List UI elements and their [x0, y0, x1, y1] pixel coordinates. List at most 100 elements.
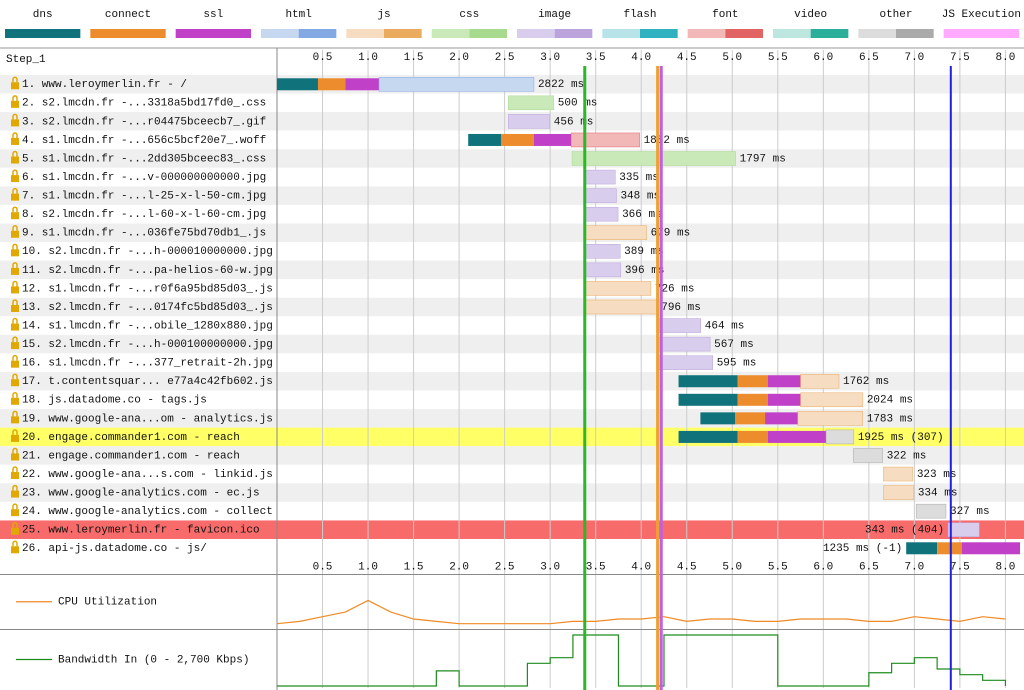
lock-icon — [11, 527, 19, 535]
bar-connect — [735, 412, 766, 425]
lock-shackle — [12, 447, 18, 454]
row-label: 4. s1.lmcdn.fr -...656c5bcf20e7_.woff — [22, 135, 266, 147]
lock-icon — [11, 305, 19, 312]
x-tick-label: 7.0 — [904, 561, 924, 573]
bar-ssl — [767, 375, 801, 388]
bar-dns — [678, 430, 738, 443]
legend-swatch — [858, 29, 896, 38]
lock-shackle — [12, 336, 18, 343]
lock-shackle — [12, 169, 18, 176]
row-background — [0, 223, 1024, 243]
request-bar — [800, 373, 840, 389]
graph-line — [276, 599, 1006, 625]
lock-shackle — [12, 76, 18, 83]
x-tick-label: 3.0 — [540, 52, 560, 64]
x-tick-label: 5.0 — [722, 52, 742, 64]
legend-swatch — [261, 29, 299, 38]
legend-label: video — [794, 9, 827, 21]
request-bar — [797, 411, 863, 426]
legend-label: dns — [33, 9, 53, 21]
lock-shackle — [12, 410, 18, 417]
legend-label: js — [377, 9, 390, 21]
row-background — [0, 279, 1024, 298]
graph-label: CPU Utilization — [58, 597, 157, 609]
request-bar — [584, 281, 652, 296]
x-tick-label: 4.0 — [631, 52, 651, 64]
legend-swatch — [810, 29, 849, 38]
lock-icon — [11, 397, 19, 405]
x-tick-label: 2.0 — [449, 52, 469, 64]
lock-icon — [11, 434, 19, 442]
row-label: 14. s1.lmcdn.fr -...obile_1280x880.jpg — [22, 320, 273, 332]
duration-label: 595 ms — [717, 358, 757, 370]
legend-swatch — [469, 29, 507, 38]
x-tick-label: 3.0 — [540, 561, 560, 573]
row-background — [0, 149, 1024, 168]
request-bar — [883, 485, 915, 500]
row-label: 18. js.datadome.co - tags.js — [22, 395, 207, 407]
legend-label: JS Execution — [942, 9, 1021, 21]
request-bar — [584, 188, 617, 203]
lock-icon — [11, 490, 19, 498]
legend-label: image — [538, 9, 571, 21]
x-tick-label: 5.5 — [768, 52, 788, 64]
x-tick-label: 8.0 — [996, 52, 1016, 64]
duration-label: 322 ms — [887, 450, 927, 462]
request-bar — [800, 392, 864, 408]
legend-swatch — [5, 29, 81, 38]
x-tick-label: 4.5 — [677, 561, 697, 573]
lock-shackle — [12, 392, 18, 398]
request-bar — [584, 299, 658, 315]
lock-shackle — [12, 206, 18, 213]
row-background — [0, 483, 1024, 502]
legend-swatch — [298, 29, 337, 38]
lock-shackle — [12, 280, 18, 287]
bar-connect — [500, 133, 534, 146]
row-background — [0, 242, 1024, 261]
x-tick-label: 0.5 — [313, 561, 333, 573]
row-background — [0, 353, 1024, 372]
request-bar — [947, 522, 980, 537]
lock-shackle — [12, 225, 18, 231]
x-tick-label: 7.5 — [950, 52, 970, 64]
row-background — [0, 334, 1024, 354]
lock-shackle — [12, 317, 18, 324]
request-bar — [915, 503, 947, 519]
lock-icon — [11, 137, 19, 145]
request-bar — [584, 244, 621, 259]
x-tick-label: 4.0 — [631, 561, 651, 573]
lock-icon — [11, 453, 19, 461]
duration-label: 1797 ms — [740, 153, 786, 165]
legend-swatch — [175, 29, 251, 38]
bar-connect — [317, 78, 346, 91]
row-label: 6. s1.lmcdn.fr -...v-000000000000.jpg — [22, 172, 266, 184]
duration-label: 456 ms — [554, 116, 594, 128]
bar-connect — [737, 430, 768, 443]
lock-icon — [11, 82, 19, 90]
bar-dns — [468, 133, 501, 146]
lock-icon — [11, 416, 19, 424]
row-label: 24. www.google-analytics.com - collect — [22, 506, 273, 518]
x-tick-label: 6.0 — [813, 52, 833, 64]
x-tick-label: 1.5 — [404, 561, 424, 573]
x-tick-label: 3.5 — [586, 561, 606, 573]
lock-shackle — [12, 113, 18, 120]
duration-label: 2822 ms — [538, 79, 584, 91]
request-bar — [584, 225, 647, 241]
legend-swatch — [346, 29, 384, 38]
bar-connect — [737, 393, 768, 406]
legend-label: flash — [623, 9, 656, 21]
bar-dns — [700, 412, 736, 425]
request-bar — [658, 318, 702, 333]
graph-label: Bandwidth In (0 - 2,700 Kbps) — [58, 654, 249, 666]
lock-shackle — [12, 540, 18, 547]
duration-label: 1882 ms — [644, 135, 690, 147]
lock-icon — [11, 360, 19, 368]
duration-label: 343 ms (404) — [865, 525, 944, 537]
lock-shackle — [12, 262, 18, 268]
bar-connect — [937, 542, 962, 555]
row-label: 17. t.contentsquar... e77a4c42fb602.js — [22, 376, 273, 388]
bar-dns — [678, 375, 738, 388]
legend-swatch — [517, 29, 555, 38]
